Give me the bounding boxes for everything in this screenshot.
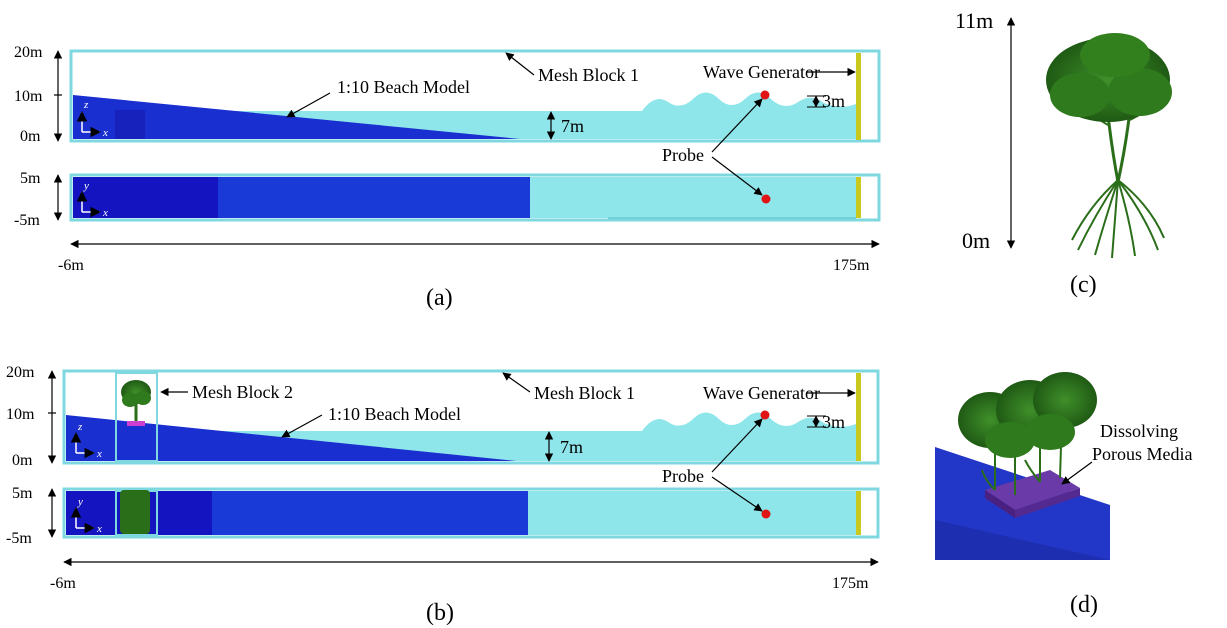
depth-label-b: 7m xyxy=(560,437,583,457)
axes-icon-top-b xyxy=(70,506,96,534)
z-tick-20-a: 20m xyxy=(14,44,43,61)
probe-side-a xyxy=(760,90,770,100)
mesh-block-2-frame-b xyxy=(115,372,158,462)
mesh-block-1-label-a: Mesh Block 1 xyxy=(538,65,639,85)
mesh-block-1-label-b: Mesh Block 1 xyxy=(534,383,635,403)
z-tick-10-b: 10m xyxy=(6,406,35,423)
caption-d: (d) xyxy=(1070,592,1098,618)
probe-leader-side-b xyxy=(711,418,763,473)
porous-label-line1-d: Dissolving xyxy=(1100,421,1178,441)
x-end-a: 175m xyxy=(833,257,870,274)
caption-b: (b) xyxy=(426,600,454,626)
probe-label-b: Probe xyxy=(662,466,704,486)
porous-media-front-d xyxy=(1015,488,1080,518)
mesh-block-1-leader-b xyxy=(502,372,531,393)
panel-c: 11m 0m (c) xyxy=(955,8,1172,298)
wave-generator-label-a: Wave Generator xyxy=(703,62,820,82)
beach-leader-b xyxy=(281,414,323,438)
y-tick-neg5-a: -5m xyxy=(14,212,40,229)
top-generator-b xyxy=(856,491,861,535)
axis-z-label-a: z xyxy=(83,99,89,111)
height-bottom-c: 0m xyxy=(962,228,990,253)
x-start-a: -6m xyxy=(58,257,84,274)
wave-generator-label-b: Wave Generator xyxy=(703,383,820,403)
probe-side-b xyxy=(760,410,770,420)
mangrove-tree-c xyxy=(1071,94,1165,259)
beach-model-label-b: 1:10 Beach Model xyxy=(328,404,461,424)
panel-b: z x y x 20m 10m 0m 5m -5m -6m 175m Mesh … xyxy=(6,364,880,626)
y-tick-neg5-b: -5m xyxy=(6,530,32,547)
mesh-block-1-leader-a xyxy=(505,52,535,76)
mangrove-canopy-c xyxy=(1046,33,1172,122)
z-tick-10-a: 10m xyxy=(14,88,43,105)
probe-top-a xyxy=(761,194,771,204)
axes-icon-side-b xyxy=(70,431,96,459)
mesh-block-2-label-b: Mesh Block 2 xyxy=(192,382,293,402)
probe-top-b xyxy=(761,509,771,519)
beach-leader-a xyxy=(286,92,331,118)
probe-leader-side-a xyxy=(711,98,763,153)
wave-generator-bar-a xyxy=(856,53,861,140)
top-generator-a xyxy=(856,177,861,218)
axis-x-label-a2: x xyxy=(102,207,108,219)
depth-label-a: 7m xyxy=(561,116,584,136)
x-end-b: 175m xyxy=(832,575,869,592)
axis-y-label-b: y xyxy=(77,496,83,508)
beach-slope-b xyxy=(66,415,516,461)
porous-media-side-b xyxy=(127,421,145,426)
beach-slope-a xyxy=(73,95,520,139)
axis-x-label-b1: x xyxy=(96,448,102,460)
beach-inner-a xyxy=(115,110,145,139)
z-tick-0-b: 0m xyxy=(12,452,33,469)
axis-x-label-a1: x xyxy=(102,127,108,139)
axis-z-label-b: z xyxy=(77,421,83,433)
mangrove-canopies-d xyxy=(958,372,1097,458)
tree-side-b xyxy=(121,380,151,421)
z-tick-0-a: 0m xyxy=(20,128,41,145)
porous-media-d xyxy=(985,470,1080,510)
wave-generator-bar-b xyxy=(856,373,861,461)
panel-a: z x y x 20m 10m 0m 5m -5m -6m 175m 1:10 … xyxy=(14,44,881,311)
beach-block-shade-d xyxy=(935,520,1110,560)
wave-height-label-b: 3m xyxy=(822,412,845,432)
height-top-c: 11m xyxy=(955,8,993,33)
porous-leader-d xyxy=(1061,461,1093,485)
y-tick-5-b: 5m xyxy=(12,485,33,502)
probe-leader-top-a xyxy=(711,156,763,196)
wave-height-label-a: 3m xyxy=(822,91,845,111)
x-start-b: -6m xyxy=(50,575,76,592)
axis-y-label-a: y xyxy=(83,180,89,192)
z-tick-20-b: 20m xyxy=(6,364,35,381)
probe-label-a: Probe xyxy=(662,145,704,165)
axes-icon-side-a xyxy=(76,110,102,138)
axes-icon-top-a xyxy=(76,190,102,218)
probe-leader-top-b xyxy=(711,476,763,512)
beach-model-label-a: 1:10 Beach Model xyxy=(337,77,470,97)
caption-a: (a) xyxy=(426,285,453,311)
y-tick-5-a: 5m xyxy=(20,170,41,187)
porous-label-line2-d: Porous Media xyxy=(1092,444,1193,464)
caption-c: (c) xyxy=(1070,272,1097,298)
panel-d: Dissolving Porous Media (d) xyxy=(935,372,1193,618)
axis-x-label-b2: x xyxy=(96,523,102,535)
porous-media-edge-d xyxy=(985,490,1015,518)
trees-top-b xyxy=(120,490,150,534)
